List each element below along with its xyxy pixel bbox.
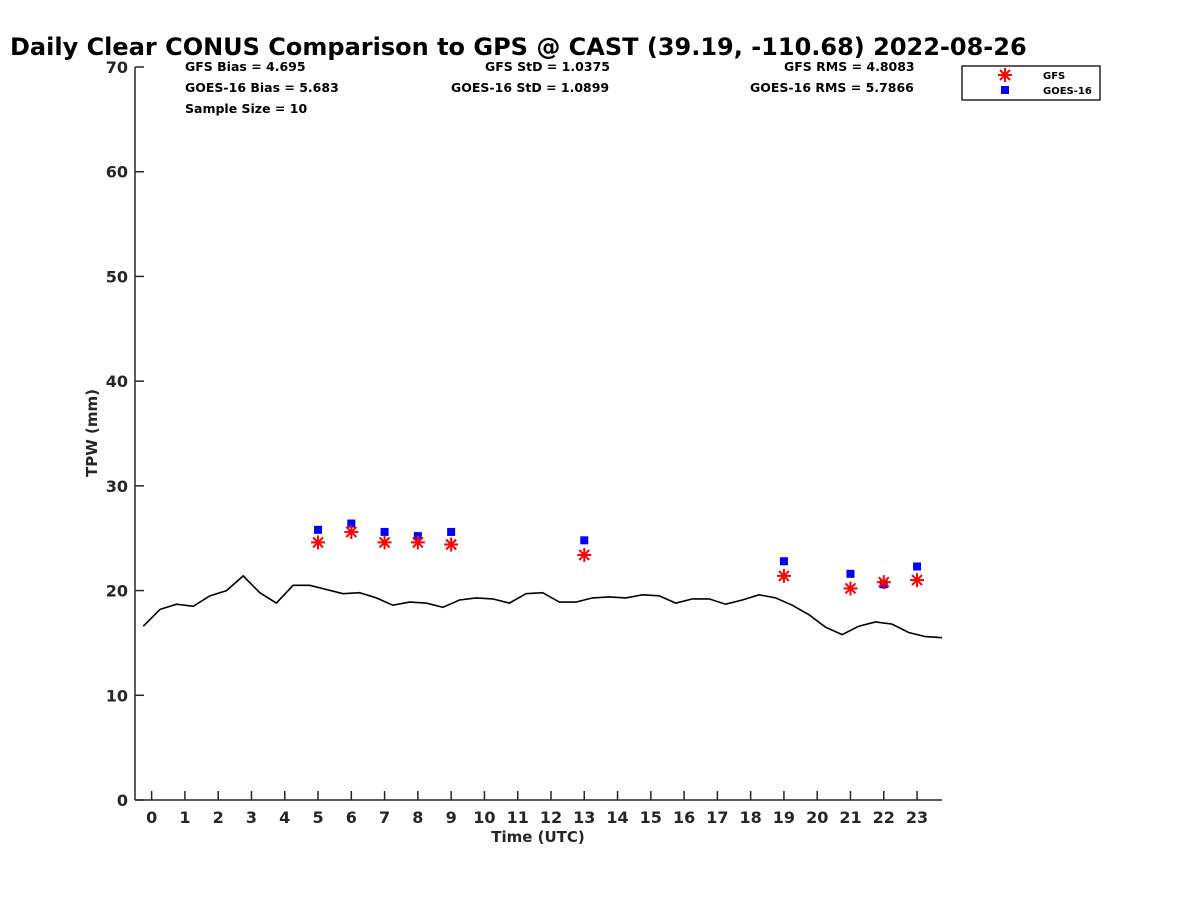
y-tick-label: 0: [117, 791, 128, 810]
y-tick-label: 10: [106, 686, 128, 705]
stat-goes-std: GOES-16 StD = 1.0899: [451, 80, 609, 95]
y-tick-label: 20: [106, 582, 128, 601]
x-tick-label: 20: [806, 808, 828, 827]
gfs-point: [311, 535, 326, 550]
stat-sample-size: Sample Size = 10: [185, 101, 307, 116]
x-tick-label: 1: [179, 808, 190, 827]
y-tick-label: 70: [106, 58, 128, 77]
y-tick-label: 30: [106, 477, 128, 496]
x-tick-label: 13: [573, 808, 595, 827]
chart-title: Daily Clear CONUS Comparison to GPS @ CA…: [10, 33, 1027, 61]
x-tick-label: 23: [906, 808, 928, 827]
stat-goes-bias: GOES-16 Bias = 5.683: [185, 80, 339, 95]
goes-16-point: [314, 525, 323, 534]
x-tick-label: 10: [473, 808, 495, 827]
x-tick-label: 7: [379, 808, 390, 827]
x-tick-label: 16: [673, 808, 695, 827]
legend-goes-label: GOES-16: [1043, 86, 1092, 97]
y-tick-label: 40: [106, 372, 128, 391]
x-tick-label: 3: [246, 808, 257, 827]
x-axis-label: Time (UTC): [491, 828, 585, 846]
x-tick-label: 22: [873, 808, 895, 827]
x-tick-label: 21: [839, 808, 861, 827]
goes-16-point: [913, 562, 922, 571]
goes-16-point: [580, 536, 589, 545]
series-layer: [142, 519, 943, 639]
x-tick-label: 14: [606, 808, 628, 827]
x-tick-label: 11: [507, 808, 529, 827]
x-tick-label: 9: [446, 808, 457, 827]
x-tick-label: 17: [706, 808, 728, 827]
goes-16-point: [380, 527, 389, 536]
goes-16-point: [447, 527, 456, 536]
x-tick-label: 0: [146, 808, 157, 827]
x-ticks: 0 1 2 3 4 5 6 7 8 9 10 11 12 13 14 15 16 17 18 19 20 21 22 23: [146, 791, 928, 827]
y-ticks: 0 10 20 30 40 50 60 70: [106, 58, 144, 810]
stats-block: GFS Bias = 4.695 GOES-16 Bias = 5.683 Sa…: [185, 59, 915, 116]
legend-goes-marker-icon: [1001, 86, 1009, 94]
x-tick-label: 6: [346, 808, 357, 827]
stat-gfs-bias: GFS Bias = 4.695: [185, 59, 306, 74]
x-tick-label: 19: [773, 808, 795, 827]
x-tick-label: 8: [412, 808, 423, 827]
y-tick-label: 50: [106, 267, 128, 286]
goes-16-point: [779, 557, 788, 566]
legend-box: [961, 65, 1101, 101]
gfs-point: [344, 524, 359, 539]
x-tick-label: 5: [312, 808, 323, 827]
goes-16-point: [347, 519, 356, 528]
gps-series-line: [142, 574, 943, 639]
y-axis-label: TPW (mm): [83, 389, 101, 477]
gfs-point: [577, 547, 592, 562]
x-tick-label: 18: [740, 808, 762, 827]
stat-goes-rms: GOES-16 RMS = 5.7866: [750, 80, 914, 95]
gfs-point: [776, 568, 791, 583]
gfs-point: [377, 535, 392, 550]
gfs-point: [410, 535, 425, 550]
legend-gfs-label: GFS: [1043, 71, 1065, 82]
y-tick-label: 60: [106, 163, 128, 182]
gfs-point: [876, 575, 891, 590]
gfs-point: [910, 573, 925, 588]
gfs-point: [444, 537, 459, 552]
stat-gfs-std: GFS StD = 1.0375: [485, 59, 610, 74]
legend: GFS GOES-16: [961, 65, 1101, 101]
goes-16-point: [846, 569, 855, 578]
x-tick-label: 12: [540, 808, 562, 827]
gfs-point: [843, 581, 858, 596]
stat-gfs-rms: GFS RMS = 4.8083: [784, 59, 915, 74]
x-tick-label: 15: [640, 808, 662, 827]
x-tick-label: 4: [279, 808, 290, 827]
legend-gfs-marker-icon: [998, 68, 1012, 82]
x-tick-label: 2: [213, 808, 224, 827]
